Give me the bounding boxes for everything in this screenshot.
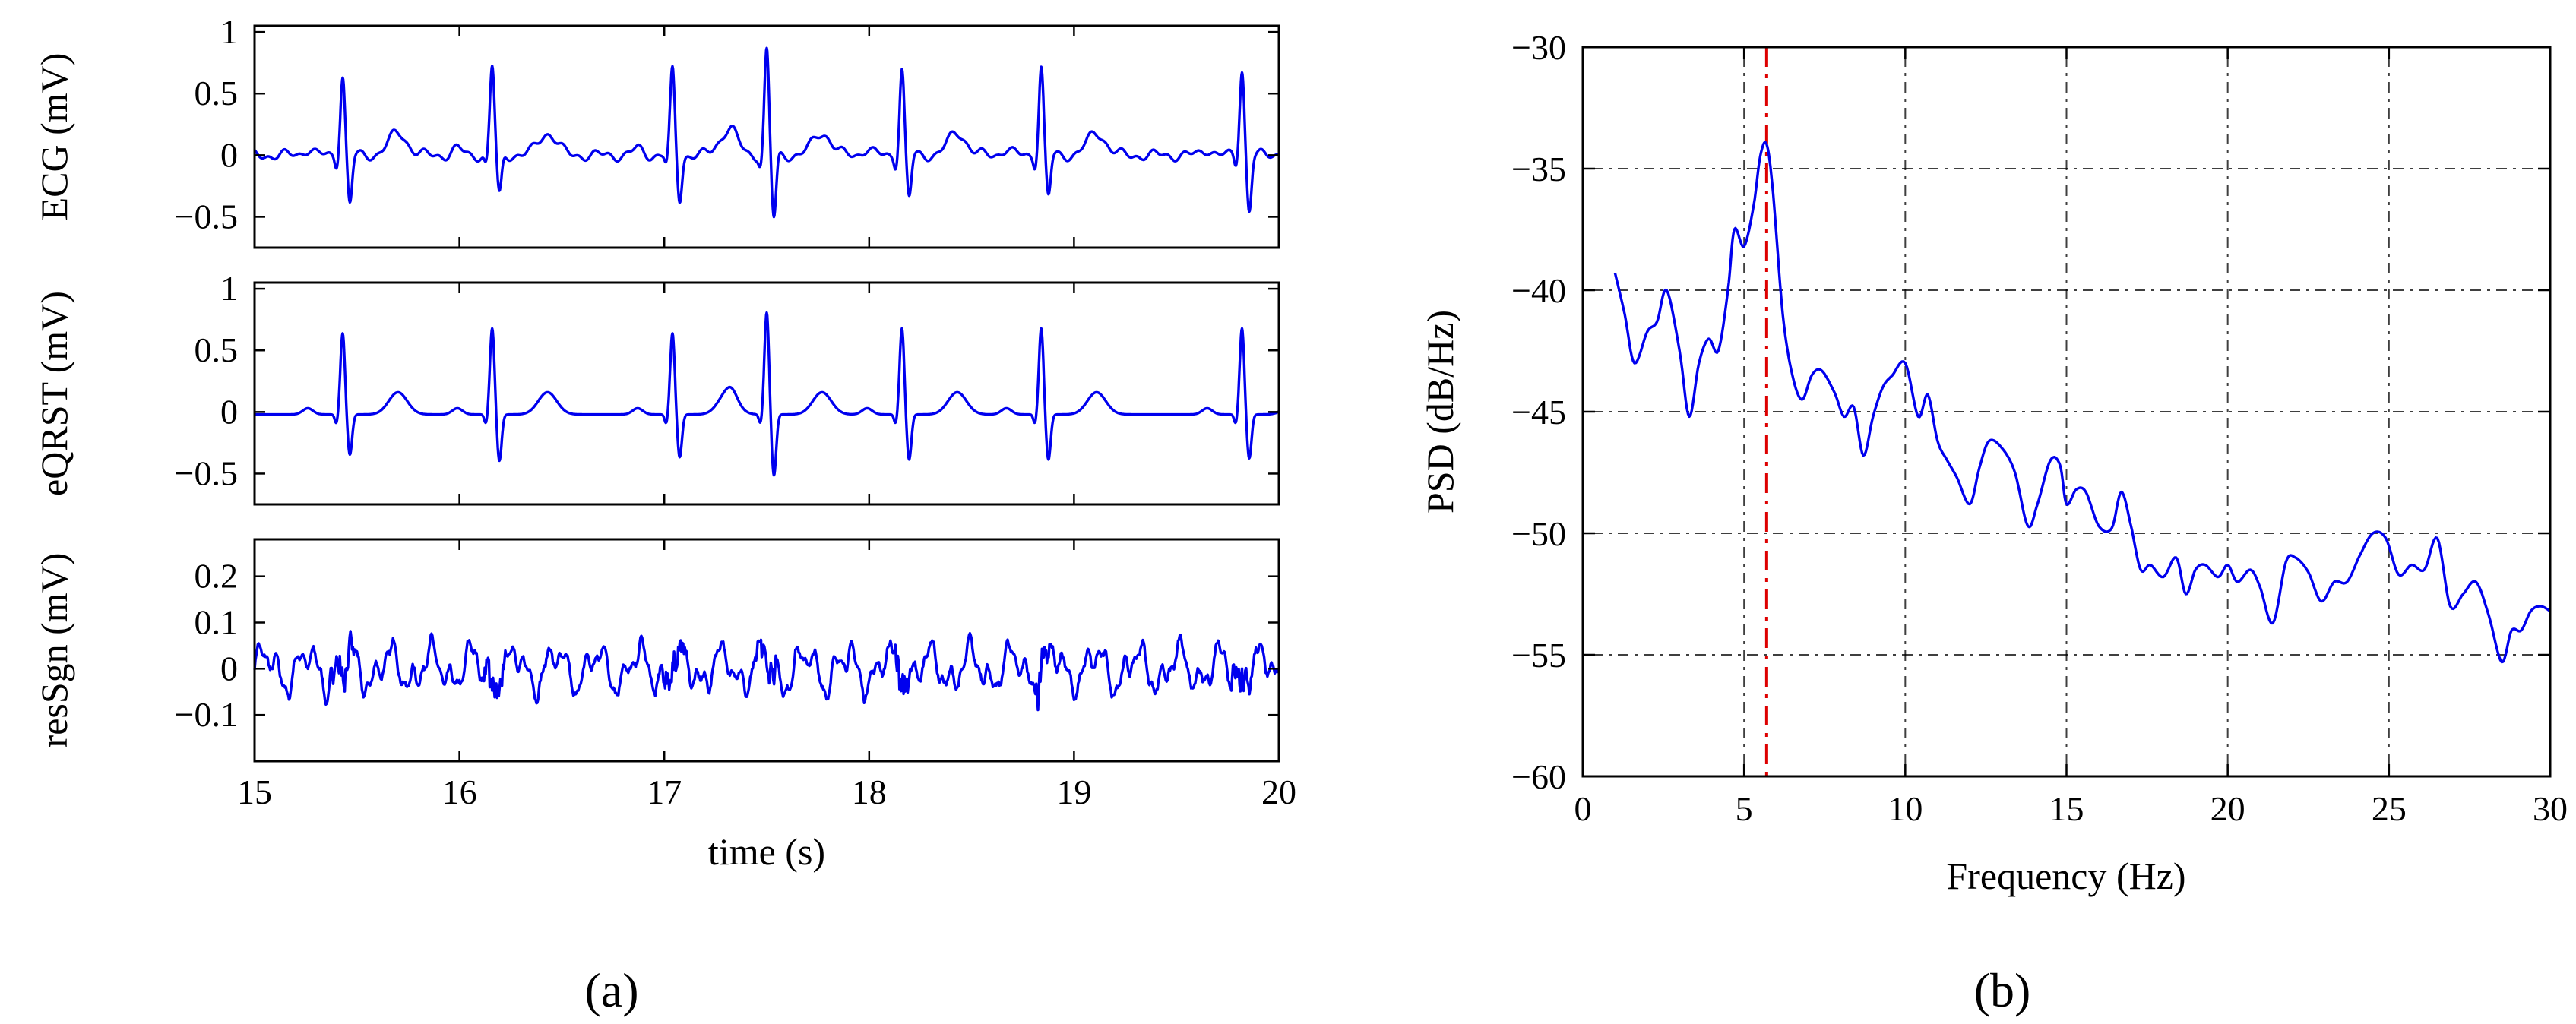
x-tick-label: 16 bbox=[442, 773, 477, 811]
panel-label-b: (b) bbox=[1974, 963, 2031, 1017]
y-tick-label: 1 bbox=[220, 269, 238, 308]
eqrst-trace bbox=[255, 313, 1279, 476]
psd-axes: 0 5 10 15 20 25 30 −30 −35 −40 −45 −50 −55 −60 PSD (d… bbox=[1419, 28, 2568, 897]
ressgn-ylabel: resSgn (mV) bbox=[33, 553, 75, 748]
frequency-xlabel: Frequency (Hz) bbox=[1946, 855, 2185, 897]
ecg-axes: 1 0.5 0 −0.5 ECG (mV) bbox=[33, 12, 1279, 248]
time-xlabel: time (s) bbox=[708, 830, 825, 873]
y-tick-label: 0 bbox=[220, 392, 238, 431]
panel-label-a: (a) bbox=[584, 963, 638, 1017]
ecg-trace bbox=[255, 48, 1279, 217]
y-tick-label: −40 bbox=[1511, 271, 1566, 310]
x-tick-label: 17 bbox=[647, 773, 682, 811]
x-tick-label: 30 bbox=[2533, 789, 2568, 828]
x-tick-label: 0 bbox=[1574, 789, 1592, 828]
y-tick-label: −30 bbox=[1511, 28, 1566, 67]
x-tick-label: 20 bbox=[1261, 773, 1296, 811]
y-tick-label: −0.5 bbox=[175, 454, 238, 492]
y-tick-label: 0.2 bbox=[195, 557, 239, 596]
psd-trace bbox=[1615, 142, 2550, 662]
y-tick-label: −0.5 bbox=[175, 197, 238, 235]
x-tick-label: 5 bbox=[1736, 789, 1753, 828]
ressgn-frame bbox=[255, 539, 1279, 761]
x-tick-label: 18 bbox=[852, 773, 887, 811]
y-tick-label: 0 bbox=[220, 135, 238, 174]
x-tick-label: 15 bbox=[237, 773, 272, 811]
x-tick-label: 25 bbox=[2372, 789, 2407, 828]
y-tick-label: −60 bbox=[1511, 757, 1566, 796]
y-tick-label: 0.5 bbox=[195, 330, 239, 369]
ressgn-trace bbox=[255, 631, 1279, 710]
y-tick-label: −55 bbox=[1511, 636, 1566, 675]
x-tick-label: 10 bbox=[1888, 789, 1923, 828]
y-tick-label: 0 bbox=[220, 649, 238, 687]
y-tick-label: −35 bbox=[1511, 150, 1566, 188]
ecg-ylabel: ECG (mV) bbox=[33, 53, 75, 221]
eqrst-ylabel: eQRST (mV) bbox=[33, 291, 75, 496]
eqrst-axes: 1 0.5 0 −0.5 eQRST (mV) bbox=[33, 269, 1279, 504]
y-tick-label: 1 bbox=[220, 12, 238, 51]
y-tick-label: −0.1 bbox=[175, 695, 238, 734]
ressgn-axes: 15 16 17 18 19 20 0.2 0.1 0 −0.1 resSgn (mV) time… bbox=[33, 539, 1296, 873]
y-tick-label: −50 bbox=[1511, 514, 1566, 553]
y-tick-label: 0.5 bbox=[195, 74, 239, 112]
psd-ylabel: PSD (dB/Hz) bbox=[1419, 310, 1461, 514]
x-tick-label: 19 bbox=[1056, 773, 1091, 811]
x-tick-label: 15 bbox=[2049, 789, 2084, 828]
x-tick-label: 20 bbox=[2210, 789, 2245, 828]
y-tick-label: −45 bbox=[1511, 393, 1566, 431]
y-tick-label: 0.1 bbox=[195, 603, 239, 642]
